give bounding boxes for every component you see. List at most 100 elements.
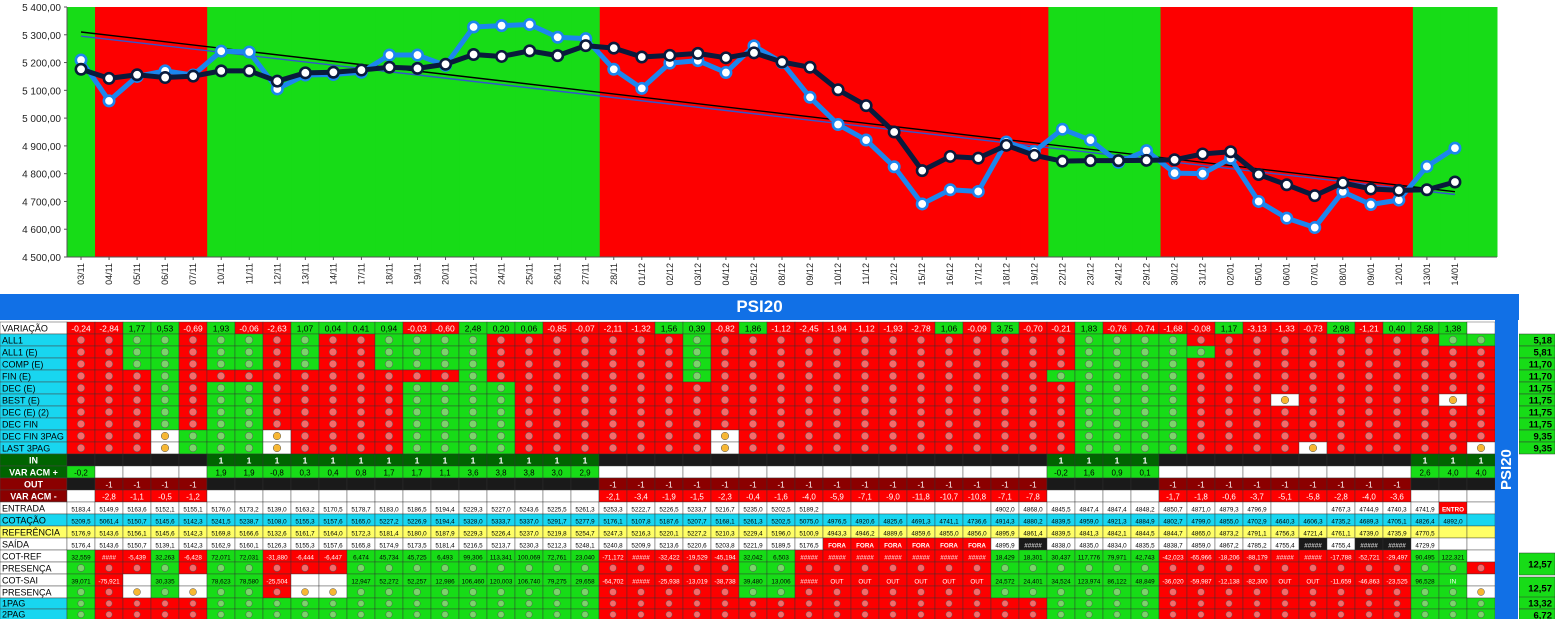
signal-dot (1000, 359, 1010, 369)
cell-text: 1,7 (411, 469, 423, 478)
pag-dot (469, 611, 477, 618)
signal-dot (76, 407, 86, 417)
signal-dot (1364, 431, 1374, 441)
band-red (123, 7, 152, 257)
in-cell (962, 453, 992, 467)
signal-dot (1364, 347, 1374, 357)
presenca-dot (749, 588, 757, 596)
signal-dot (1084, 347, 1094, 357)
signal-dot (776, 335, 786, 345)
cell-text: 5229,3 (463, 531, 483, 538)
signal-dot (1280, 359, 1290, 369)
series-point (410, 48, 424, 62)
right-value: 11,70 (1529, 372, 1552, 383)
pag-dot (1393, 600, 1401, 607)
cell-text: 72,071 (211, 555, 231, 562)
presenca-dot (1029, 588, 1037, 596)
cell-text: 12,947 (351, 579, 371, 586)
signal-dot (468, 443, 478, 453)
cell-text: 1,83 (1081, 324, 1098, 334)
pag-dot (357, 600, 365, 607)
x-tick-label: 08/01 (1338, 263, 1348, 286)
cell-text: 4865,0 (1191, 531, 1211, 538)
signal-dot (1476, 431, 1486, 441)
entrada-cell (962, 501, 992, 515)
cell-text: 5248,1 (575, 543, 595, 550)
series-point (158, 71, 172, 85)
cell-text: -13,019 (686, 579, 708, 586)
signal-dot (608, 383, 618, 393)
cell-text: 79,971 (1107, 555, 1127, 562)
cell-text: -42,023 (1162, 555, 1184, 562)
cell-text: 117,776 (1078, 555, 1101, 562)
var-acm-plus-cell (1214, 465, 1244, 479)
cell-text: -1 (1169, 481, 1177, 490)
series-point (1364, 198, 1378, 212)
cell-text: 4756,3 (1275, 531, 1295, 538)
signal-dot (1308, 443, 1318, 453)
cell-text: OUT (830, 579, 843, 586)
pag-dot (805, 600, 813, 607)
pag-dot (581, 611, 589, 618)
cell-text: -1 (161, 481, 169, 490)
signal-dot (1476, 359, 1486, 369)
signal-dot (524, 347, 534, 357)
presenca-dot (889, 564, 897, 572)
band-green (67, 7, 96, 257)
presenca-dot (497, 588, 505, 596)
signal-dot (1028, 383, 1038, 393)
series-point (1140, 153, 1154, 167)
signal-dot (440, 395, 450, 405)
signal-dot (1420, 395, 1430, 405)
signal-dot (748, 347, 758, 357)
cell-text: 4741,1 (939, 519, 959, 526)
presenca-dot (721, 588, 729, 596)
cell-text: 5261,3 (743, 519, 763, 526)
signal-dot (1308, 419, 1318, 429)
signal-dot (1420, 383, 1430, 393)
presenca-dot (1029, 564, 1037, 572)
signal-dot (104, 359, 114, 369)
x-tick-label: 02/12 (665, 263, 675, 286)
signal-dot (328, 443, 338, 453)
cell-text: 5169,8 (211, 531, 231, 538)
cell-text: 5100,9 (799, 531, 819, 538)
cell-text: -1 (1281, 481, 1289, 490)
x-tick-label: 24/11 (497, 263, 507, 285)
signal-dot (1280, 431, 1290, 441)
signal-dot (1028, 347, 1038, 357)
cell-text: 5176,1 (603, 519, 623, 526)
saida-cell (1466, 537, 1495, 551)
signal-dot (1448, 359, 1458, 369)
signal-dot (832, 395, 842, 405)
cell-text: 4,0 (1475, 469, 1487, 478)
in-cell (1214, 453, 1244, 467)
presenca-dot (973, 588, 981, 596)
cell-text: -11,659 (1331, 579, 1352, 586)
cell-text: 4959,0 (1079, 519, 1099, 526)
signal-dot (104, 347, 114, 357)
cell-text: 4861,4 (1023, 531, 1043, 538)
var-acm-plus-cell (1382, 465, 1412, 479)
signal-dot (1280, 347, 1290, 357)
signal-dot (664, 383, 674, 393)
pag-dot (133, 611, 141, 618)
in-cell (990, 453, 1020, 467)
in-cell (1354, 453, 1384, 467)
cell-text: 4838,0 (1051, 543, 1071, 550)
pag-dot (301, 611, 309, 618)
signal-dot (1308, 383, 1318, 393)
signal-dot (552, 335, 562, 345)
cell-text: 18,301 (1023, 555, 1043, 562)
row-label: VAR ACM - (10, 492, 57, 502)
cell-text: 5155,3 (295, 519, 315, 526)
var-acm-minus-cell (1130, 489, 1160, 503)
signal-dot (1112, 383, 1122, 393)
signal-dot (384, 359, 394, 369)
presenca-dot (665, 564, 673, 572)
in-cell (878, 453, 908, 467)
cell-text: -1,1 (130, 493, 144, 502)
signal-dot (888, 347, 898, 357)
signal-dot (356, 395, 366, 405)
presenca-dot (945, 564, 953, 572)
